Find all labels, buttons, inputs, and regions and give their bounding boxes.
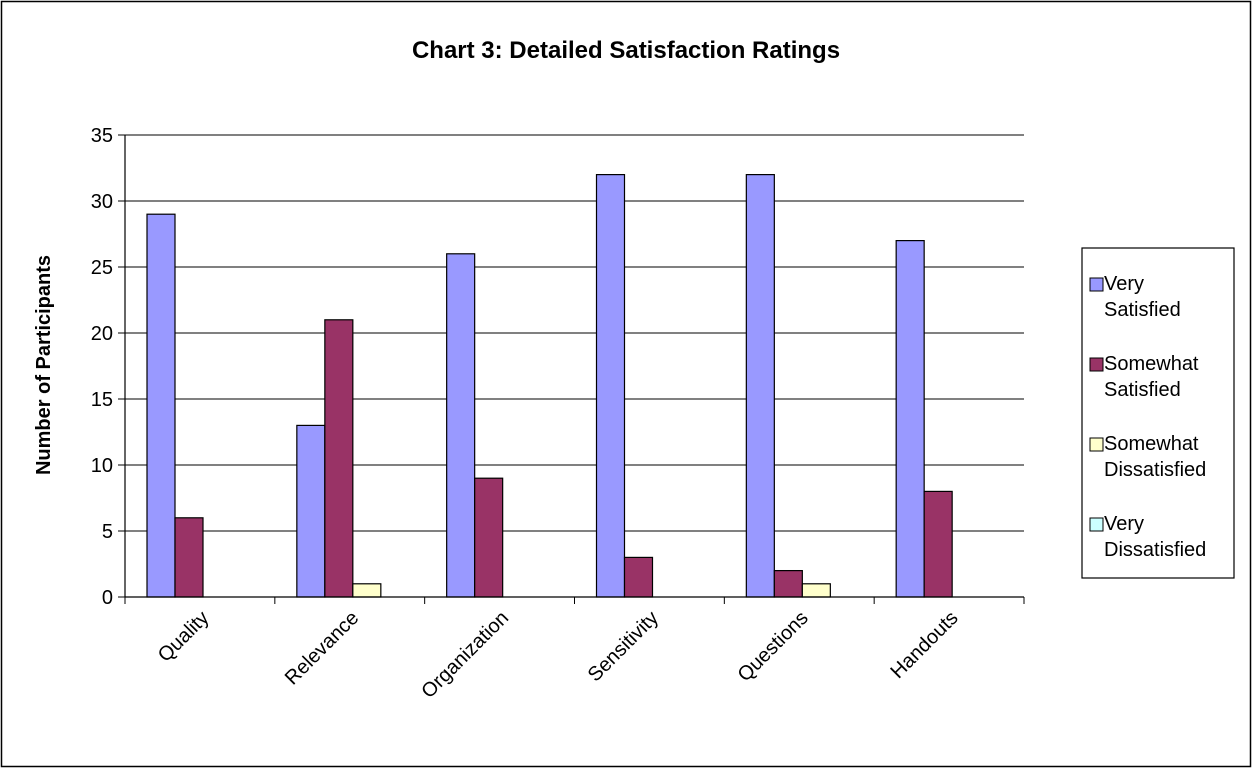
legend-swatch	[1089, 517, 1104, 532]
bar	[324, 319, 354, 598]
y-tick-label: 25	[91, 257, 113, 279]
y-tick-label: 35	[91, 125, 113, 147]
axes	[118, 134, 1025, 604]
bar	[296, 424, 326, 598]
legend-label: Somewhat Dissatisfied	[1104, 433, 1206, 481]
bar	[446, 253, 476, 598]
y-tick-label: 5	[102, 521, 113, 543]
legend-swatch	[1089, 437, 1104, 452]
y-tick-label: 15	[91, 389, 113, 411]
bar	[895, 240, 925, 598]
bar	[174, 517, 204, 598]
bar	[801, 583, 831, 598]
legend-label: Very Dissatisfied	[1104, 513, 1206, 561]
bar	[146, 213, 176, 598]
bar	[623, 556, 654, 598]
legend-swatch	[1089, 277, 1104, 292]
y-tick-label: 20	[91, 323, 113, 345]
y-tick-label: 30	[91, 191, 113, 213]
legend-box	[1081, 247, 1235, 579]
y-axis-label: Number of Participants	[33, 255, 55, 475]
legend-label: Somewhat Satisfied	[1104, 353, 1199, 401]
legend: Very Satisfied Somewhat Satisfied Somewhat Di…	[1081, 247, 1235, 579]
bar	[923, 490, 953, 598]
chart-title: Chart 3: Detailed Satisfaction Ratings	[412, 37, 840, 64]
bar	[773, 569, 803, 598]
legend-label: Very Satisfied	[1104, 273, 1181, 321]
gridlines	[125, 134, 1024, 532]
bars	[146, 174, 953, 598]
y-tick-label: 10	[91, 455, 113, 477]
bar	[474, 477, 504, 598]
bar	[745, 174, 775, 598]
bar	[595, 174, 626, 598]
y-tick-label: 0	[102, 587, 113, 609]
legend-swatch	[1089, 357, 1104, 372]
bar	[352, 583, 382, 598]
